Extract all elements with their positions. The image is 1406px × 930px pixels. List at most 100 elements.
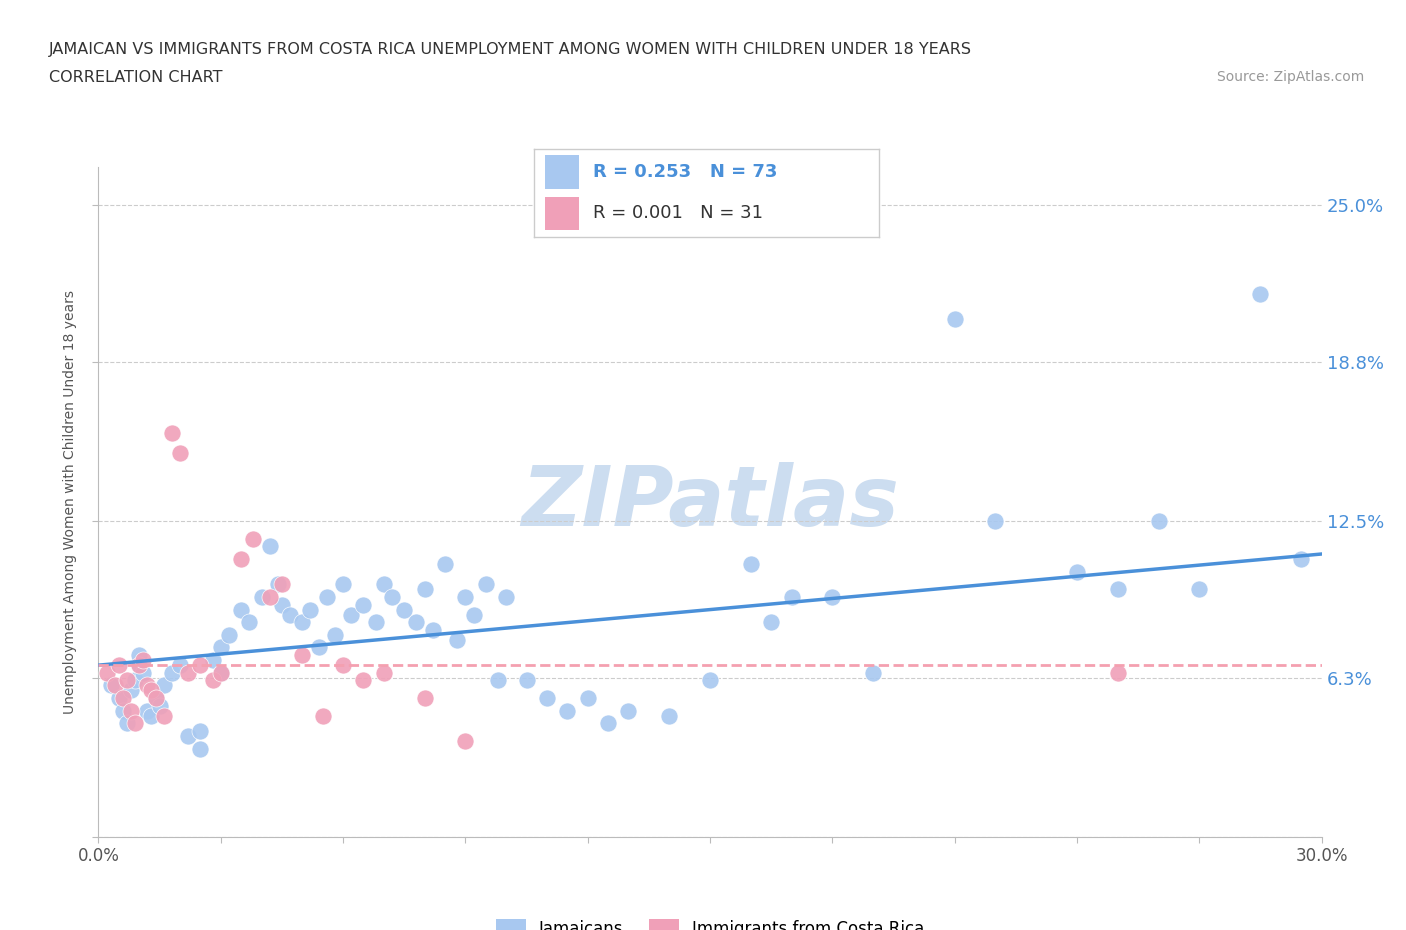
Text: JAMAICAN VS IMMIGRANTS FROM COSTA RICA UNEMPLOYMENT AMONG WOMEN WITH CHILDREN UN: JAMAICAN VS IMMIGRANTS FROM COSTA RICA U…: [49, 42, 972, 57]
Point: [413, 691, 436, 706]
Point: [259, 539, 281, 554]
Point: [242, 531, 264, 546]
Text: ZIPatlas: ZIPatlas: [522, 461, 898, 543]
Point: [270, 577, 294, 591]
Point: [201, 653, 224, 668]
Point: [516, 673, 538, 688]
Point: [598, 716, 620, 731]
Point: [124, 716, 146, 731]
Point: [128, 647, 150, 662]
Point: [177, 728, 200, 743]
FancyBboxPatch shape: [544, 196, 579, 230]
Point: [1147, 513, 1170, 528]
Point: [115, 716, 138, 731]
Point: [392, 602, 416, 617]
Point: [120, 703, 142, 718]
Point: [231, 551, 253, 566]
Point: [422, 622, 444, 637]
Point: [332, 658, 354, 672]
Point: [124, 673, 146, 688]
Point: [943, 312, 966, 326]
Point: [108, 658, 131, 672]
Point: [780, 590, 803, 604]
Point: [495, 590, 517, 604]
Point: [340, 607, 363, 622]
Point: [323, 628, 346, 643]
Point: [576, 691, 599, 706]
Point: [373, 665, 395, 680]
Point: [557, 703, 579, 718]
Point: [96, 665, 118, 680]
Point: [454, 590, 477, 604]
Point: [454, 734, 477, 749]
Point: [1107, 665, 1129, 680]
Point: [136, 678, 159, 693]
Point: [169, 658, 191, 672]
Point: [486, 673, 509, 688]
Point: [413, 582, 436, 597]
Point: [149, 698, 172, 713]
Text: CORRELATION CHART: CORRELATION CHART: [49, 70, 222, 85]
Point: [463, 607, 485, 622]
Point: [201, 673, 224, 688]
Point: [446, 632, 468, 647]
Point: [136, 703, 159, 718]
Point: [308, 640, 330, 655]
Point: [373, 577, 395, 591]
Point: [132, 665, 155, 680]
Point: [352, 597, 374, 612]
Point: [250, 590, 273, 604]
Text: R = 0.253   N = 73: R = 0.253 N = 73: [593, 163, 778, 180]
Point: [1066, 565, 1088, 579]
Point: [278, 607, 301, 622]
Text: R = 0.001   N = 31: R = 0.001 N = 31: [593, 205, 763, 222]
Point: [111, 703, 134, 718]
Point: [821, 590, 844, 604]
Point: [474, 577, 498, 591]
Point: [152, 678, 174, 693]
Point: [1188, 582, 1211, 597]
Point: [984, 513, 1007, 528]
Point: [145, 691, 167, 706]
Point: [270, 597, 294, 612]
Point: [160, 665, 183, 680]
Point: [381, 590, 404, 604]
Point: [740, 557, 762, 572]
Point: [100, 678, 122, 693]
Point: [761, 615, 783, 630]
Text: Source: ZipAtlas.com: Source: ZipAtlas.com: [1216, 70, 1364, 84]
Point: [536, 691, 558, 706]
Point: [658, 709, 681, 724]
Legend: Jamaicans, Immigrants from Costa Rica: Jamaicans, Immigrants from Costa Rica: [489, 912, 931, 930]
Point: [152, 709, 174, 724]
Point: [141, 683, 163, 698]
Point: [299, 602, 322, 617]
Point: [132, 653, 155, 668]
Point: [128, 658, 150, 672]
Point: [434, 557, 457, 572]
Point: [405, 615, 427, 630]
Point: [209, 640, 232, 655]
Point: [291, 615, 314, 630]
Point: [128, 658, 150, 672]
Point: [104, 678, 127, 693]
Point: [332, 577, 354, 591]
Point: [699, 673, 721, 688]
Point: [209, 665, 232, 680]
Point: [115, 673, 138, 688]
Point: [188, 741, 212, 756]
Point: [145, 691, 167, 706]
Point: [862, 665, 884, 680]
Point: [238, 615, 260, 630]
Point: [108, 691, 131, 706]
Point: [267, 577, 290, 591]
Point: [231, 602, 253, 617]
Point: [291, 647, 314, 662]
Point: [188, 724, 212, 738]
Point: [120, 683, 142, 698]
Point: [312, 709, 335, 724]
Point: [177, 665, 200, 680]
Point: [141, 709, 163, 724]
Point: [617, 703, 640, 718]
Point: [188, 658, 212, 672]
